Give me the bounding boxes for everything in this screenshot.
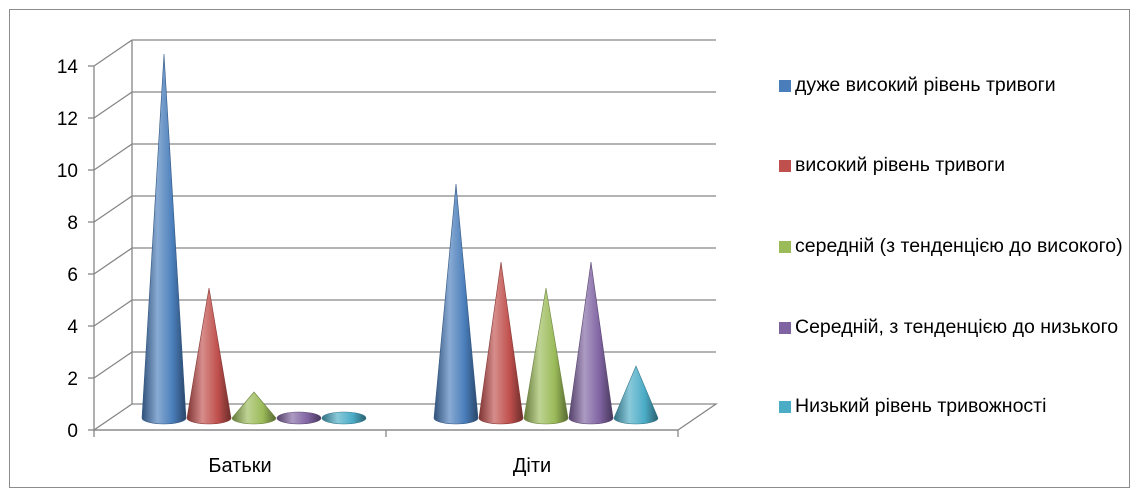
legend-label: Середній, з тенденцією до низького: [795, 316, 1119, 338]
cone: [141, 53, 187, 425]
legend-item: дуже високий рівень тривоги: [779, 72, 1125, 99]
cone: [186, 287, 232, 425]
y-tick-label: 10: [57, 161, 78, 182]
gridline-diagonal: [93, 299, 133, 327]
legend-item: високий рівень тривоги: [779, 152, 1125, 179]
y-tick-labels: 0 2 4 6 8 10 12 14: [57, 57, 79, 442]
y-tick-label: 4: [67, 317, 78, 338]
legend-swatch: [779, 80, 791, 92]
cone: [523, 287, 569, 425]
category-labels: Батьки Діти: [208, 455, 551, 477]
category-label: Діти: [513, 455, 551, 477]
axes: [88, 40, 679, 437]
chart-frame: 0 2 4 6 8 10 12 14 Батьки Діти дуже високий ріве…: [9, 9, 1130, 488]
legend-label: середній (з тенденцією до високого): [795, 235, 1123, 257]
y-tick-label: 0: [67, 421, 78, 442]
cone: [321, 411, 367, 425]
cone: [276, 411, 322, 425]
legend-swatch: [779, 322, 791, 334]
gridline-diagonal: [93, 195, 133, 223]
legend-label: високий рівень тривоги: [795, 154, 1005, 176]
cone: [613, 365, 659, 425]
y-tick-label: 2: [67, 369, 78, 390]
y-tick-label: 8: [67, 213, 78, 234]
legend-item: середній (з тенденцією до високого): [779, 233, 1125, 260]
cone: [231, 391, 277, 425]
y-tick-label: 12: [57, 109, 78, 130]
gridline-diagonal: [93, 91, 133, 119]
category-label: Батьки: [208, 455, 271, 477]
legend-swatch: [779, 401, 791, 413]
cone-chart: 0 2 4 6 8 10 12 14 Батьки Діти: [57, 39, 719, 477]
cone: [433, 183, 479, 425]
legend-swatch: [779, 241, 791, 253]
legend-item: Середній, з тенденцією до низького: [779, 314, 1125, 341]
cone: [568, 261, 614, 425]
legend-swatch: [779, 160, 791, 172]
gridline-diagonal: [93, 247, 133, 275]
gridlines: [93, 39, 716, 379]
legend-label: дуже високий рівень тривоги: [795, 74, 1056, 96]
gridline-diagonal: [93, 351, 133, 379]
gridline-diagonal: [93, 143, 133, 171]
y-tick-label: 6: [67, 265, 78, 286]
gridline-diagonal: [93, 39, 133, 67]
cone: [478, 261, 524, 425]
legend-item: Низький рівень тривожності: [779, 393, 1125, 420]
cones: [141, 53, 659, 425]
y-tick-label: 14: [57, 57, 79, 78]
legend-label: Низький рівень тривожності: [795, 395, 1047, 417]
